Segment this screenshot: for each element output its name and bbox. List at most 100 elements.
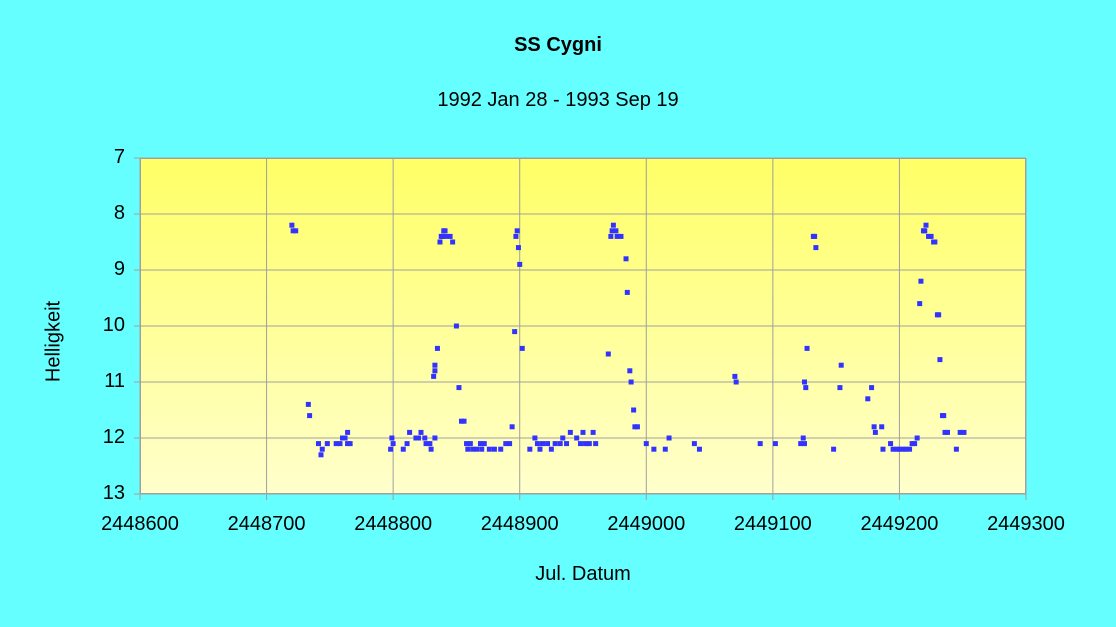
data-point	[896, 446, 902, 452]
data-point	[545, 441, 551, 447]
data-point	[634, 424, 640, 430]
data-point	[422, 435, 428, 441]
data-point	[614, 233, 620, 239]
data-point	[400, 446, 406, 452]
data-point	[432, 362, 438, 368]
x-axis-title: Jul. Datum	[535, 563, 631, 585]
data-point	[605, 351, 611, 357]
data-point	[560, 435, 566, 441]
data-point	[869, 385, 875, 391]
data-point	[458, 418, 464, 424]
data-point	[443, 233, 449, 239]
data-point	[423, 441, 429, 447]
data-point	[461, 418, 467, 424]
data-point	[624, 289, 630, 295]
data-point	[514, 228, 520, 234]
data-point	[837, 385, 843, 391]
data-point	[515, 245, 521, 251]
data-point	[890, 446, 896, 452]
data-point	[289, 222, 295, 228]
y-axis-title: Helligkeit	[42, 300, 65, 383]
data-point	[498, 446, 504, 452]
data-point	[486, 446, 492, 452]
x-tick-label: 2448600	[101, 513, 179, 535]
data-point	[593, 441, 599, 447]
data-point	[527, 446, 533, 452]
data-point	[733, 379, 739, 385]
data-point	[567, 429, 573, 435]
chart-title: SS Cygni	[514, 34, 602, 56]
data-point	[696, 446, 702, 452]
x-tick-label: 2449100	[733, 513, 812, 535]
data-point	[333, 441, 339, 447]
data-point	[914, 435, 920, 441]
data-point	[481, 441, 487, 447]
y-tick-label: 12	[102, 426, 125, 448]
data-point	[932, 239, 938, 245]
data-point	[503, 441, 509, 447]
data-point	[937, 357, 943, 363]
data-point	[519, 345, 525, 351]
x-tick-label: 2448700	[227, 513, 306, 535]
data-point	[345, 441, 351, 447]
data-point	[450, 239, 456, 245]
data-point	[651, 446, 657, 452]
data-point	[942, 429, 948, 435]
data-point	[507, 441, 513, 447]
data-point	[802, 441, 807, 447]
data-point	[803, 385, 809, 391]
data-point	[865, 396, 871, 402]
data-point	[427, 441, 433, 447]
data-point	[307, 413, 313, 419]
data-point	[802, 379, 807, 385]
data-point	[772, 441, 778, 447]
data-point	[447, 233, 453, 239]
data-point	[945, 429, 951, 435]
data-point	[318, 452, 324, 458]
data-point	[590, 429, 596, 435]
data-point	[539, 441, 545, 447]
x-tick-label: 2449000	[607, 513, 686, 535]
data-point	[479, 446, 485, 452]
data-point	[345, 429, 351, 435]
data-point	[953, 446, 959, 452]
data-point	[631, 407, 637, 413]
data-point	[628, 379, 634, 385]
data-point	[894, 446, 900, 452]
data-point	[347, 441, 353, 447]
data-point	[477, 441, 483, 447]
data-point	[872, 429, 878, 435]
data-point	[936, 312, 942, 318]
data-point	[456, 385, 462, 391]
chart-subtitle: 1992 Jan 28 - 1993 Sep 19	[437, 89, 679, 111]
data-point	[757, 441, 763, 447]
data-point	[871, 424, 877, 430]
x-tick-label: 2449300	[987, 513, 1065, 535]
data-point	[610, 222, 616, 228]
data-point	[662, 446, 668, 452]
data-point	[903, 446, 909, 452]
data-point	[413, 435, 419, 441]
data-point	[470, 446, 476, 452]
data-point	[586, 441, 592, 447]
data-point	[464, 441, 470, 447]
data-point	[512, 329, 518, 335]
data-point	[691, 441, 697, 447]
data-point	[434, 345, 440, 351]
data-point	[517, 261, 523, 267]
data-point	[534, 441, 540, 447]
data-point	[342, 435, 348, 441]
data-point	[813, 245, 819, 251]
data-point	[431, 373, 437, 379]
data-point	[732, 373, 738, 379]
data-point	[580, 429, 586, 435]
data-point	[337, 441, 343, 447]
data-point	[926, 233, 932, 239]
x-tick-label: 2448800	[354, 513, 433, 535]
data-point	[432, 435, 438, 441]
data-point	[324, 441, 330, 447]
data-point	[632, 424, 638, 430]
data-point	[608, 233, 614, 239]
data-point	[404, 441, 410, 447]
